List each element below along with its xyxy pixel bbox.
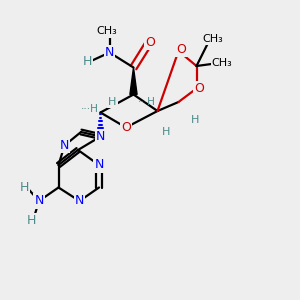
Text: N: N [60,139,69,152]
Polygon shape [130,68,137,94]
Text: H: H [82,55,92,68]
Text: ···H: ···H [81,104,99,115]
Text: O: O [145,35,155,49]
Text: ···H: ···H [138,97,156,107]
Text: N: N [94,158,104,172]
Text: H: H [27,214,36,227]
Text: H: H [162,127,171,137]
Text: H: H [108,97,117,107]
Text: H: H [191,115,199,125]
Text: CH₃: CH₃ [212,58,233,68]
Text: N: N [96,130,105,143]
Text: N: N [75,194,84,208]
Text: H: H [19,181,29,194]
Text: O: O [121,121,131,134]
Text: CH₃: CH₃ [202,34,224,44]
Text: O: O [177,43,186,56]
Text: O: O [195,82,204,95]
Text: N: N [105,46,114,59]
Text: CH₃: CH₃ [96,26,117,37]
Text: N: N [34,194,44,208]
